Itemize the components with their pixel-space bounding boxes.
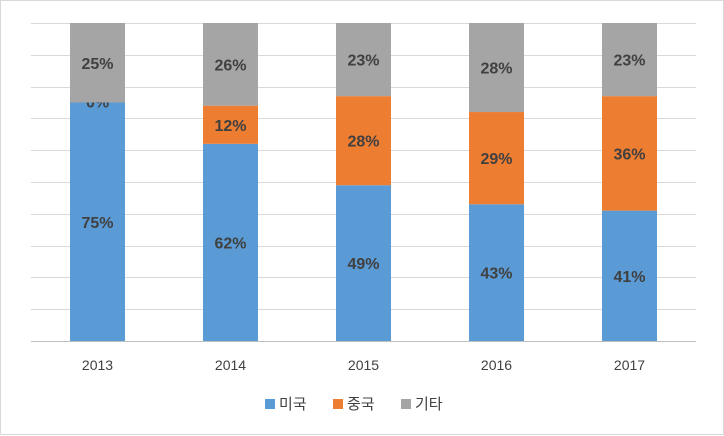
bar-segment-2017-중국 [602,96,657,211]
data-label: 25% [81,56,113,73]
data-label: 36% [613,146,645,163]
legend-label: 미국 [279,395,307,413]
x-tick-label: 2015 [348,357,379,373]
data-label: 41% [613,269,645,286]
legend-label: 기타 [415,395,443,413]
bar-segment-2013-기타 [70,23,125,103]
x-tick-label: 2017 [614,357,645,373]
data-label: 28% [347,134,379,151]
data-label: 12% [214,118,246,135]
bar-segment-2014-기타 [203,23,258,106]
legend-swatch [333,399,343,409]
legend-label: 중국 [347,395,375,413]
data-label: 62% [214,235,246,252]
x-tick-label: 2014 [215,357,246,373]
data-label: 28% [480,61,512,78]
x-tick-label: 2013 [82,357,113,373]
data-label: 23% [613,53,645,70]
data-label: 29% [480,151,512,168]
bar-segment-2016-기타 [469,23,524,113]
data-label: 75% [81,215,113,232]
data-label: 43% [480,266,512,283]
bar-segment-2017-미국 [602,210,657,341]
data-label: 26% [214,57,246,74]
bar-segment-2013-미국 [70,102,125,341]
bar-segment-2015-중국 [336,96,391,186]
bar-segment-2014-미국 [203,143,258,341]
data-label: 49% [347,256,379,273]
bar-segment-2015-기타 [336,23,391,97]
data-label: 23% [347,53,379,70]
bar-segment-2015-미국 [336,185,391,341]
bar-segment-2017-기타 [602,23,657,97]
bar-segment-2014-중국 [203,105,258,144]
legend-swatch [265,399,275,409]
bar-segment-2016-중국 [469,112,524,205]
bar-segment-2016-미국 [469,204,524,341]
legend-swatch [401,399,411,409]
x-tick-label: 2016 [481,357,512,373]
